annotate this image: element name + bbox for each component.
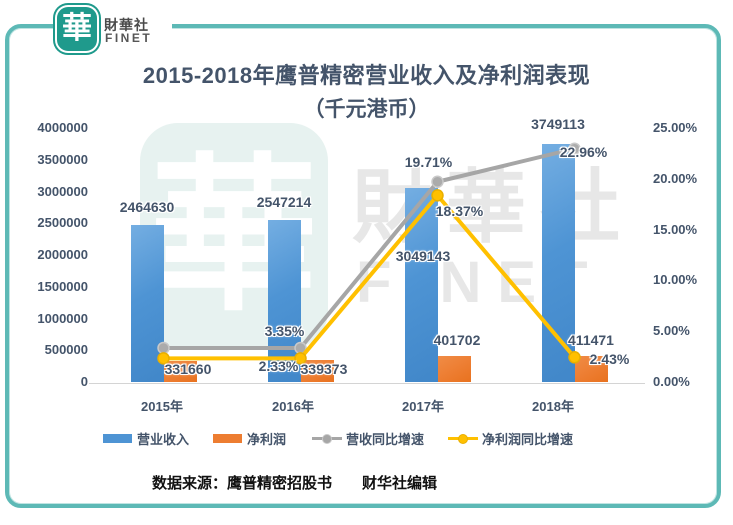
line-marker [157,341,170,355]
line-marker [294,352,307,365]
revenue-label-2017年: 3049143 [395,248,451,265]
y-axis-tick-left: 4000000 [37,120,88,135]
revenue-bar-2016年 [267,220,301,382]
net-profit-bar-2015年 [163,360,197,382]
chart-title-line1: 2015-2018年鹰普精密营业收入及净利润表现 [142,63,591,88]
x-axis-label: 2015年 [141,399,183,414]
legend-profit-growth-label: 净利润同比增速 [482,432,574,447]
profit-growth-label-2017年: 18.37% [435,203,484,220]
net-profit-label-2018年: 411471 [568,331,614,348]
y-axis-tick-right: 20.00% [653,170,698,186]
net-profit-label-2015年: 331660 [164,360,212,377]
net-profit-bar-2017年 [437,356,471,382]
frame-border [5,24,721,508]
revenue-label-2015年: 2464630 [119,199,175,216]
brand-name-cn: 財華社 [104,17,149,33]
line-marker [568,351,581,364]
line-marker [431,175,444,188]
profit-growth-label-2018年: 2.43% [589,351,630,368]
x-axis-label: 2018年 [532,399,574,414]
legend-profit-growth: 净利润同比增速 [448,429,573,448]
line-marker [157,352,170,365]
y-axis-tick-left: 500000 [44,342,88,358]
growth-lines-svg [157,142,581,365]
y-axis-tick-left: 0 [80,374,88,389]
revenue-label-2016年: 2547214 [256,194,312,211]
y-axis-tick-right: 5.00% [653,323,690,339]
legend-revenue-growth-marker [312,434,342,444]
y-axis-tick-right: 10.00% [653,272,698,288]
y-axis-tick-left: 2000000 [37,247,88,262]
profit-growth-line [161,193,577,361]
x-axis-line [89,383,645,384]
y-axis-tick-left: 3000000 [37,183,88,199]
source-editor: 财华社编辑 [362,475,438,492]
y-axis-tick-left: 1000000 [37,310,88,326]
legend-net-profit-swatch [213,434,242,443]
net-profit-label-2016年: 339373 [300,361,348,378]
legend-revenue-growth-label: 营收同比增速 [346,432,425,447]
brand-background [98,14,172,46]
net-profit-label-2017年: 401702 [433,332,481,349]
logo-glyph: 華 [62,12,92,45]
revenue-label-2018年: 3749113 [531,115,585,132]
brand-name-en: FINET [105,31,153,45]
revenue-bar-2018年 [541,143,575,382]
legend-revenue-growth: 营收同比增速 [312,429,424,448]
y-axis-tick-left: 3500000 [37,151,88,167]
revenue-bar-2017年 [404,188,438,382]
chart-title: 2015-2018年鹰普精密营业收入及净利润表现 （千元港币） [0,58,733,123]
y-axis-tick-right: 0.00% [653,374,690,389]
source-note: 数据来源：鹰普精密招股书 财华社编辑 [152,472,437,493]
x-axis-label: 2017年 [402,399,444,414]
y-axis-tick-left: 2500000 [37,215,88,231]
source-label: 数据来源：鹰普精密招股书 [152,475,333,492]
y-axis-tick-right: 15.00% [653,221,698,237]
net-profit-bar-2016年 [300,360,334,382]
y-axis-tick-right: 25.00% [653,120,698,135]
legend-net-profit: 净利润 [213,429,286,448]
legend-revenue-label: 营业收入 [137,432,190,447]
line-marker [568,142,581,155]
x-axis-label: 2016年 [272,399,314,414]
revenue-growth-label-2018年: 22.96% [559,143,608,160]
legend-revenue-swatch [103,434,132,443]
line-marker [431,189,444,202]
legend-revenue: 营业收入 [103,429,189,448]
chart-title-line2: （千元港币） [303,98,430,121]
y-axis-tick-left: 1500000 [37,278,88,294]
profit-growth-label-2016年: 2.33% [258,358,299,375]
legend-profit-growth-marker [448,434,478,444]
revenue-growth-label-2016年: 3.35% [264,322,305,339]
revenue-growth-label-2017年: 19.71% [404,153,453,170]
legend-net-profit-label: 净利润 [247,432,287,447]
finet-logo-icon: 華 [55,5,99,53]
revenue-growth-line [161,146,577,350]
